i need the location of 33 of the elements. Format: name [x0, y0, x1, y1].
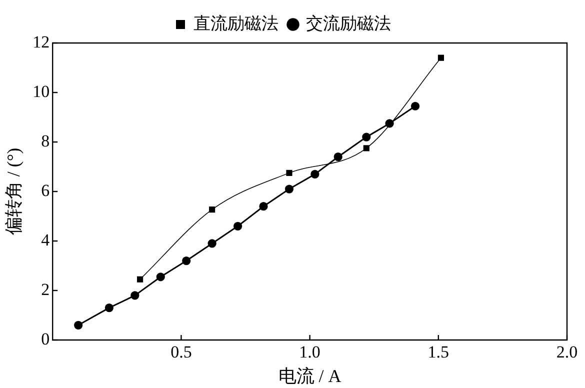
point — [104, 304, 114, 312]
x-axis-title: 电流 / A — [278, 366, 342, 386]
point — [310, 170, 320, 178]
legend-label: 交流励磁法 — [306, 14, 391, 33]
y-tick-label: 8 — [41, 131, 50, 150]
point — [284, 184, 294, 194]
point — [363, 145, 370, 152]
y-axis-title: 偏转角 / (°) — [4, 148, 24, 236]
point — [74, 320, 83, 330]
y-tick-label: 0 — [41, 329, 50, 348]
point — [259, 202, 268, 211]
y-tick-label: 10 — [32, 82, 50, 101]
x-tick-label: 0.5 — [170, 342, 192, 362]
y-tick-label: 12 — [32, 32, 50, 52]
y-tick-label: 2 — [41, 280, 50, 299]
point — [209, 206, 216, 213]
point — [410, 102, 420, 110]
point — [233, 222, 242, 230]
point — [182, 256, 191, 266]
point — [362, 132, 371, 142]
x-tick-label: 1.5 — [428, 342, 450, 362]
point — [286, 170, 292, 176]
x-tick-label: 1.0 — [299, 342, 320, 362]
y-tick-label: 6 — [41, 180, 50, 200]
point — [130, 291, 140, 300]
legend-label: 直流励磁法 — [194, 14, 278, 33]
point — [208, 239, 216, 248]
point — [156, 272, 165, 282]
point — [438, 54, 444, 61]
point — [334, 152, 342, 162]
point — [137, 276, 144, 282]
y-tick-label: 4 — [41, 230, 50, 250]
x-tick-label: 2.0 — [556, 342, 578, 362]
